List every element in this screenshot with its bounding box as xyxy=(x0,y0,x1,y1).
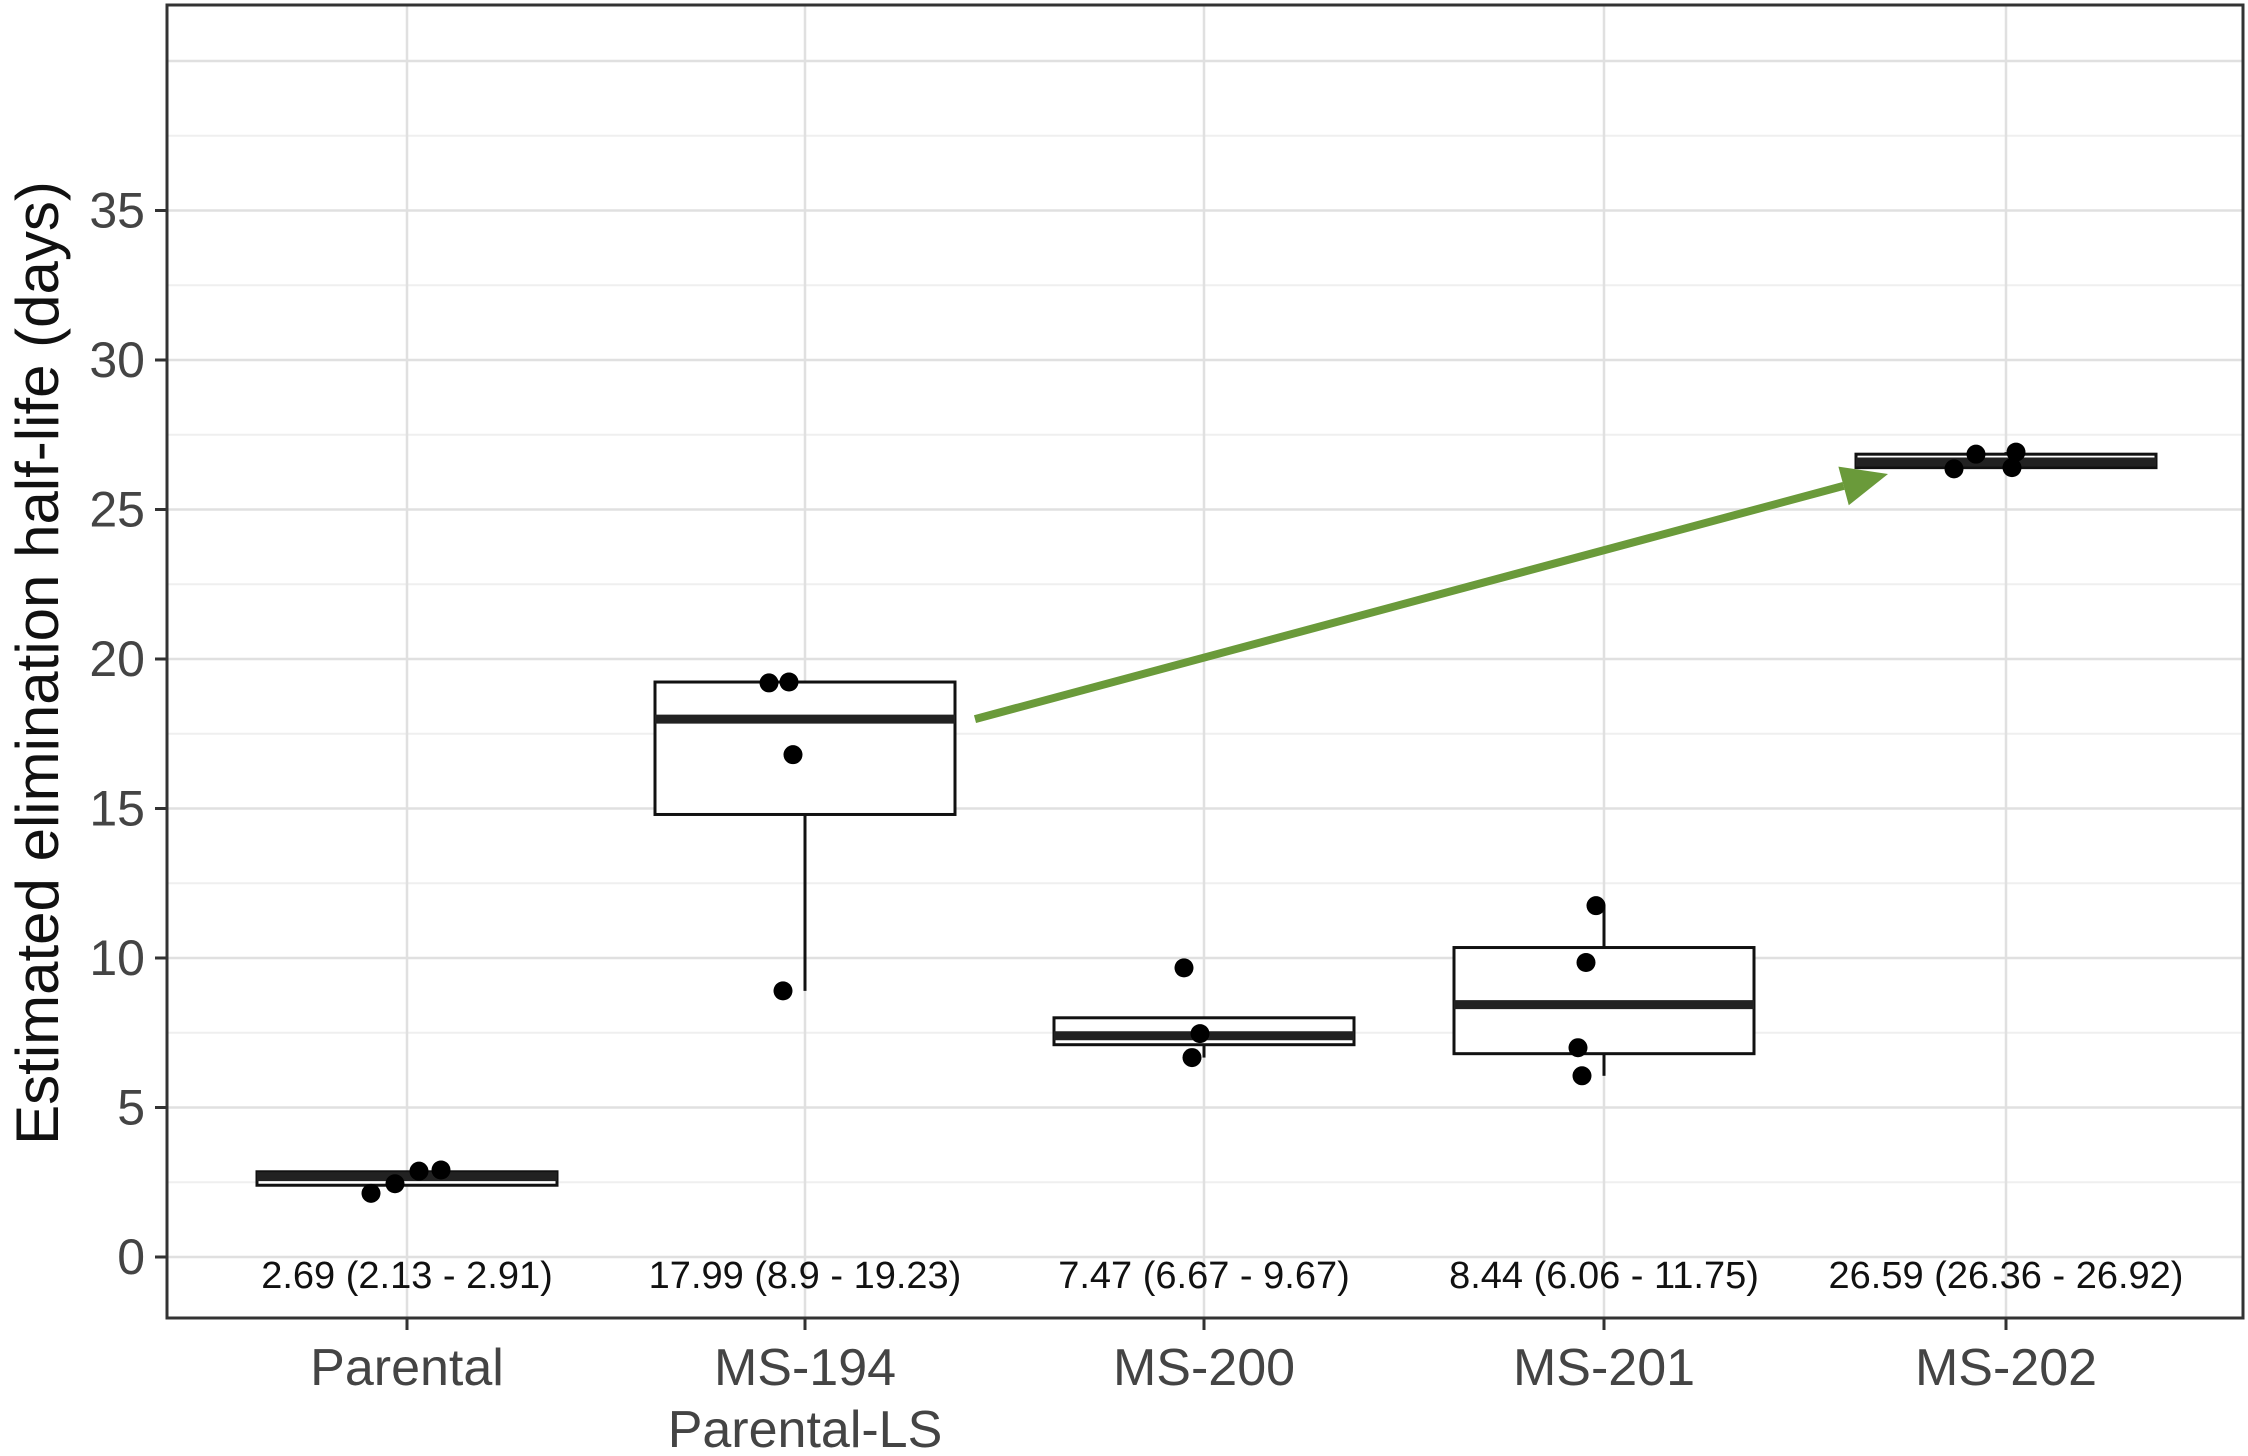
data-point xyxy=(2002,458,2022,478)
data-point xyxy=(783,745,803,765)
trend-arrow-shaft xyxy=(973,482,1845,723)
box-iqr xyxy=(653,680,957,816)
data-point xyxy=(1576,952,1596,972)
data-point xyxy=(1586,896,1606,916)
median-range-annotation: 7.47 (6.67 - 9.67) xyxy=(1058,1255,1350,1297)
y-tick-label: 25 xyxy=(89,482,145,538)
data-point xyxy=(1182,1048,1202,1068)
data-point xyxy=(779,672,799,692)
x-tick-label: Parental xyxy=(310,1339,504,1397)
arrow-layer xyxy=(973,466,1888,723)
data-point xyxy=(2006,442,2026,462)
median-range-annotation: 2.69 (2.13 - 2.91) xyxy=(261,1255,553,1297)
data-point xyxy=(1568,1038,1588,1058)
major-gridlines xyxy=(167,5,2243,1318)
data-point xyxy=(1966,444,1986,464)
data-point xyxy=(409,1161,429,1181)
y-tick-label: 15 xyxy=(89,781,145,837)
x-tick-label: MS-200 xyxy=(1113,1339,1295,1397)
y-tick-label: 20 xyxy=(89,631,145,687)
median-range-annotation: 26.59 (26.36 - 26.92) xyxy=(1829,1255,2184,1297)
data-point xyxy=(759,673,779,693)
data-point xyxy=(773,981,793,1001)
data-point xyxy=(1572,1066,1592,1086)
x-tick-label: MS-202 xyxy=(1915,1339,2097,1397)
x-tick-label: MS-194 xyxy=(714,1339,896,1397)
y-tick-label: 5 xyxy=(117,1080,145,1136)
trend-arrow-head xyxy=(1838,466,1888,506)
annotations-layer: 2.69 (2.13 - 2.91) 17.99 (8.9 - 19.23) 7.4… xyxy=(261,1255,2183,1297)
data-point xyxy=(361,1183,381,1203)
y-axis: 0 5 10 15 20 25 30 35 xyxy=(89,183,167,1285)
x-tick-label: MS-201 xyxy=(1513,1339,1695,1397)
data-point xyxy=(1944,459,1964,479)
data-point xyxy=(1190,1024,1210,1044)
data-point xyxy=(385,1174,405,1194)
y-tick-label: 10 xyxy=(89,930,145,986)
x-tick-sublabel: Parental-LS xyxy=(668,1401,943,1456)
y-tick-label: 30 xyxy=(89,332,145,388)
y-tick-label: 0 xyxy=(117,1229,145,1285)
data-point xyxy=(431,1160,451,1180)
y-axis-title: Estimated elimination half-life (days) xyxy=(4,181,71,1145)
points-layer xyxy=(361,442,2026,1203)
median-range-annotation: 17.99 (8.9 - 19.23) xyxy=(649,1255,962,1297)
data-point xyxy=(1174,958,1194,978)
median-range-annotation: 8.44 (6.06 - 11.75) xyxy=(1449,1255,1759,1297)
y-tick-label: 35 xyxy=(89,183,145,239)
